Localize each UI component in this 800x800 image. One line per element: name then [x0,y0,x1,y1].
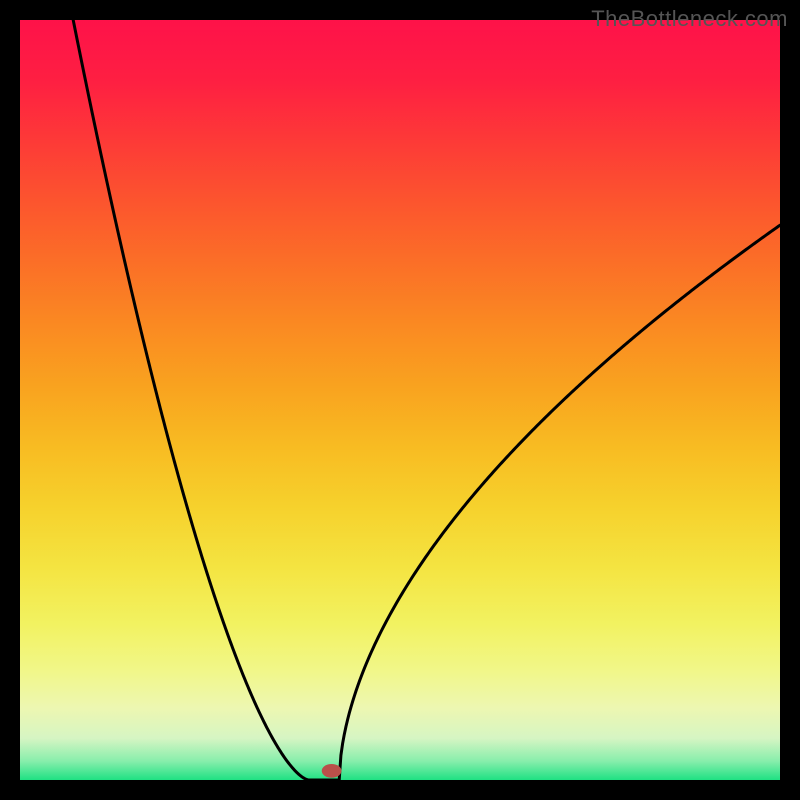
plot-background [20,20,780,780]
watermark-text: TheBottleneck.com [591,6,788,32]
optimum-marker [322,764,342,778]
bottleneck-chart [0,0,800,800]
chart-container: TheBottleneck.com [0,0,800,800]
